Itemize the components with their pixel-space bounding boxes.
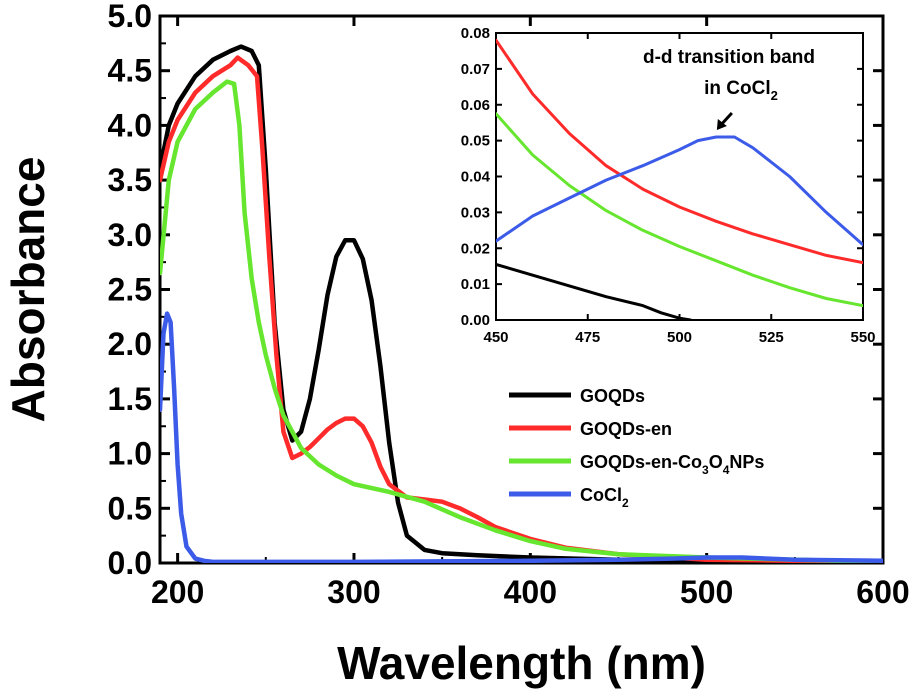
inset-series-line-goqds-en-co3o4nps [496,112,863,308]
main-y-tick-label: 5.0 [108,0,152,34]
inset-x-tick-label: 525 [759,329,784,346]
inset-y-tick-label: 0.00 [461,312,490,329]
main-y-tick-label: 1.0 [108,436,152,472]
main-y-tick-label: 0.5 [108,490,152,526]
annotation-line-1: d-d transition band [643,47,815,68]
main-y-tick-label: 1.5 [108,381,152,417]
main-y-tick-label: 3.5 [108,162,152,198]
legend-label-part: GOQDs-en [580,419,672,439]
inset-plot: 0.00 0.01 0.02 0.03 0.04 0.05 0.06 0.07 0.08 450 4… [461,25,876,346]
main-y-tick-label: 3.0 [108,217,152,253]
legend-label-subscript: 2 [622,496,629,510]
inset-plot-frame [495,32,864,321]
inset-y-tick-label: 0.06 [461,97,490,114]
main-y-tick-label: 0.0 [108,545,152,581]
main-x-tick-label: 600 [856,574,909,610]
annotation-subscript: 2 [771,88,778,103]
main-y-tick-label: 4.5 [108,53,152,89]
annotation-arrow [716,112,733,131]
main-x-tick-label: 300 [327,574,380,610]
legend-label-part: GOQDs [580,386,645,406]
legend: GOQDs GOQDs-en GOQDs-en-Co3O4NPs CoCl2 [509,386,764,510]
legend-item-cocl2: CoCl2 [509,485,629,510]
series-line-cocl2 [160,311,883,563]
series-line-goqds [160,44,883,563]
legend-label-part: CoCl [580,485,622,505]
main-plot: 0.0 0.5 1.0 1.5 2.0 2.5 3.0 3.5 4.0 4.5 5.0 200 300 4… [2,0,910,689]
main-y-tick-label: 2.0 [108,326,152,362]
annotation-line-2-text: in CoCl [704,78,771,99]
legend-label: GOQDs-en-Co3O4NPs [580,452,764,477]
x-axis-title: Wavelength (nm) [337,637,706,689]
inset-y-tick-label: 0.07 [461,61,490,78]
legend-label: CoCl2 [580,485,629,510]
inset-y-tick-label: 0.08 [461,25,490,42]
inset-x-tick-label: 550 [850,329,875,346]
inset-y-tick-label: 0.02 [461,240,490,257]
legend-item-goqds-en-co3o4nps: GOQDs-en-Co3O4NPs [509,452,764,477]
main-x-tick-label: 400 [504,574,557,610]
legend-item-goqds: GOQDs [509,386,645,406]
inset-y-tick-label: 0.03 [461,204,490,221]
main-y-tick-label: 4.0 [108,107,152,143]
legend-label-part: NPs [729,452,764,472]
legend-label-part: O [709,452,723,472]
inset-y-tick-label: 0.05 [461,133,490,150]
main-x-tick-label: 500 [680,574,733,610]
inset-x-tick-label: 475 [575,329,600,346]
series-line-goqds-en-co3o4nps [160,79,883,563]
inset-y-tick-label: 0.01 [461,276,490,293]
legend-label: GOQDs [580,386,645,406]
y-axis-title: Absorbance [2,157,54,423]
inset-x-tick-label: 500 [667,329,692,346]
annotation-line-2: in CoCl2 [704,78,778,103]
legend-label: GOQDs-en [580,419,672,439]
inset-series-line-goqds-en [496,38,863,265]
inset-series-line-cocl2 [496,135,863,247]
inset-x-tick-label: 450 [483,329,508,346]
legend-label-part: GOQDs-en-Co [580,452,702,472]
legend-label-subscript: 3 [702,463,709,477]
inset-series-line-goqds [496,262,692,320]
inset-y-tick-label: 0.04 [461,169,491,186]
legend-label-subscript: 4 [723,463,730,477]
main-x-tick-label: 200 [151,574,204,610]
legend-item-goqds-en: GOQDs-en [509,419,672,439]
series-line-goqds-en [160,55,883,563]
main-y-tick-label: 2.5 [108,272,152,308]
